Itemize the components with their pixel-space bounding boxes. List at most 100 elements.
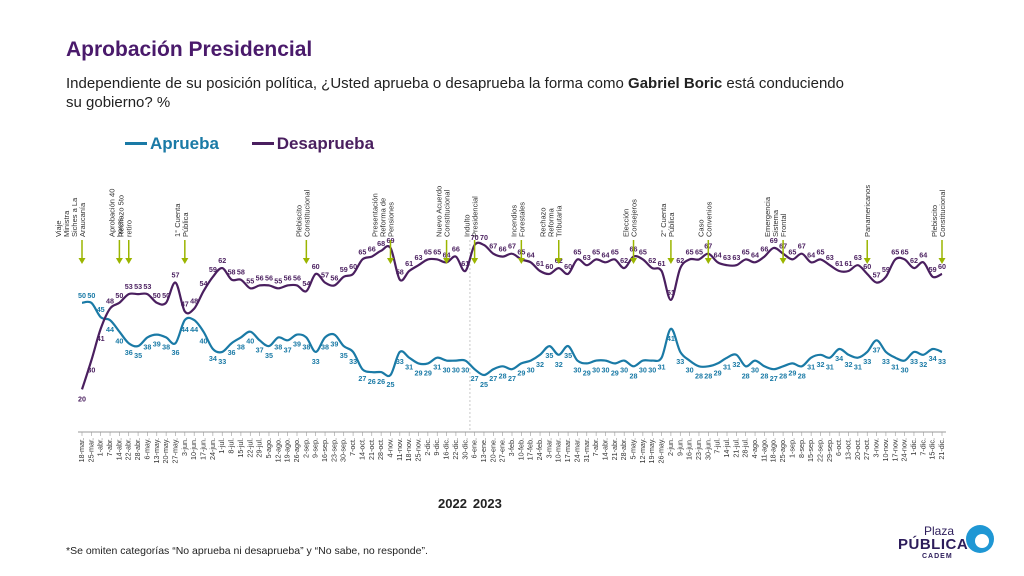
data-label-aprueba: 31 (405, 363, 413, 372)
annotation-label: Convenios (704, 201, 713, 237)
data-label-desaprueba: 61 (461, 259, 469, 268)
data-label-desaprueba: 61 (536, 259, 544, 268)
x-tick-label: 24-mar. (572, 438, 581, 462)
data-label-aprueba: 28 (760, 371, 768, 380)
data-label-aprueba: 39 (293, 340, 301, 349)
data-label-desaprueba: 64 (807, 250, 815, 259)
x-tick-label: 15-sep. (806, 438, 815, 462)
data-label-desaprueba: 70 (480, 233, 488, 242)
data-label-desaprueba: 56 (330, 273, 338, 282)
data-label-aprueba: 30 (573, 366, 581, 375)
annotation-label: 1° Cuenta (173, 203, 182, 237)
data-label-aprueba: 35 (340, 351, 348, 360)
x-tick-label: 14-abr. (600, 438, 609, 460)
x-tick-label: 9-dic. (432, 438, 441, 456)
annotation-label: Presidencial (471, 196, 480, 237)
x-tick-label: 20-oct. (853, 438, 862, 460)
annotation-label: 2° Cuenta (659, 203, 668, 237)
x-tick-label: 16-dic. (442, 438, 451, 460)
x-tick-label: 14-oct. (357, 438, 366, 460)
data-label-aprueba: 35 (545, 351, 553, 360)
annotation-label: Viaje (54, 220, 63, 237)
data-label-desaprueba: 62 (676, 256, 684, 265)
data-label-desaprueba: 55 (274, 276, 282, 285)
data-label-desaprueba: 61 (405, 259, 413, 268)
x-tick-label: 26-may. (657, 438, 666, 463)
data-label-aprueba: 31 (854, 363, 862, 372)
data-label-desaprueba: 65 (816, 247, 824, 256)
legend-swatch-aprueba (125, 142, 147, 145)
data-label-aprueba: 36 (171, 348, 179, 357)
data-label-desaprueba: 62 (620, 256, 628, 265)
x-tick-label: 30-jun. (703, 438, 712, 460)
annotation-label: Araucanía (78, 202, 87, 237)
data-label-aprueba: 30 (620, 366, 628, 375)
data-label-desaprueba: 62 (910, 256, 918, 265)
x-tick-label: 23-sep. (329, 438, 338, 462)
data-label-aprueba: 31 (433, 363, 441, 372)
x-tick-label: 6-may. (142, 438, 151, 459)
data-label-aprueba: 41 (667, 334, 675, 343)
x-tick-label: 13-ene. (479, 438, 488, 462)
legend-label-aprueba: Aprueba (150, 133, 219, 153)
annotation-label: retiro (125, 220, 134, 237)
x-tick-label: 27-may. (170, 438, 179, 463)
data-label-aprueba: 31 (891, 363, 899, 372)
x-tick-label: 28-abr. (133, 438, 142, 460)
data-label-desaprueba: 65 (788, 247, 796, 256)
data-label-desaprueba: 66 (760, 245, 768, 254)
data-label-desaprueba: 41 (97, 334, 105, 343)
annotation-arrow-head-icon (115, 258, 123, 264)
data-label-aprueba: 31 (723, 363, 731, 372)
x-tick-label: 13-oct. (844, 438, 853, 460)
annotation-label: Panamericanos (863, 185, 872, 237)
legend-label-desaprueba: Desaprueba (276, 133, 375, 153)
logo-mark-icon (966, 525, 994, 553)
data-label-aprueba: 29 (517, 368, 525, 377)
data-label-desaprueba: 63 (732, 253, 740, 262)
data-label-desaprueba: 58 (237, 268, 245, 277)
x-tick-label: 14-jul. (722, 438, 731, 458)
x-tick-label: 20-may. (161, 438, 170, 463)
series-line-desaprueba (80, 241, 943, 390)
data-label-desaprueba: 53 (125, 282, 133, 291)
legend-swatch-desaprueba (251, 142, 274, 145)
x-tick-label: 9-sep. (311, 438, 320, 458)
annotation-label: Presentación (370, 193, 379, 237)
data-label-aprueba: 33 (910, 357, 918, 366)
data-label-aprueba: 38 (321, 342, 329, 351)
data-label-aprueba: 38 (143, 342, 151, 351)
x-tick-label: 19-may. (647, 438, 656, 463)
data-label-desaprueba: 59 (929, 265, 937, 274)
data-label-desaprueba: 65 (611, 247, 619, 256)
x-tick-label: 16-jun. (685, 438, 694, 460)
annotation-label: Aprobación 40 (107, 189, 116, 237)
data-label-desaprueba: 30 (87, 366, 95, 375)
annotation-arrow-head-icon (443, 258, 451, 264)
x-tick-label: 7-oct. (348, 438, 357, 456)
x-tick-label: 28-abr. (619, 438, 628, 460)
data-label-desaprueba: 64 (751, 250, 759, 259)
x-tick-label: 24-feb. (535, 438, 544, 460)
annotation-arrow-head-icon (667, 258, 675, 264)
data-label-aprueba: 29 (714, 368, 722, 377)
data-label-desaprueba: 63 (826, 253, 834, 262)
data-label-aprueba: 32 (816, 360, 824, 369)
x-tick-label: 2-sep. (301, 438, 310, 458)
annotation-arrow-head-icon (517, 258, 525, 264)
x-tick-label: 6-oct. (834, 438, 843, 456)
data-label-aprueba: 39 (330, 340, 338, 349)
x-tick-label: 14-abr. (114, 438, 123, 460)
annotation-label: Sistema (771, 209, 780, 237)
data-label-desaprueba: 68 (377, 239, 385, 248)
data-label-aprueba: 40 (246, 337, 254, 346)
x-tick-label: 17-nov. (890, 438, 899, 461)
x-tick-label: 22-jul. (245, 438, 254, 458)
data-label-aprueba: 29 (611, 368, 619, 377)
data-label-aprueba: 30 (639, 366, 647, 375)
x-tick-label: 22-dic. (451, 438, 460, 460)
x-tick-label: 19-ago. (283, 438, 292, 462)
data-label-aprueba: 32 (919, 360, 927, 369)
x-tick-label: 8-jul. (227, 438, 236, 454)
data-label-aprueba: 37 (873, 345, 881, 354)
